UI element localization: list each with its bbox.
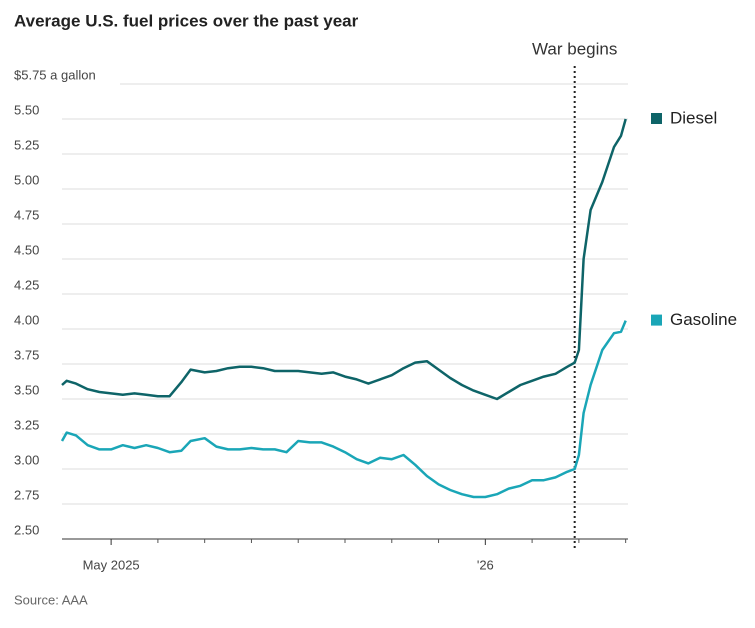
legend-swatch (651, 113, 662, 124)
y-tick-label: 4.50 (14, 242, 39, 257)
y-tick-label: 4.25 (14, 277, 39, 292)
y-tick-label: 3.50 (14, 382, 39, 397)
legend-label: Diesel (670, 108, 717, 127)
series-line (61, 118, 627, 401)
y-tick-label: 2.75 (14, 487, 39, 502)
legend-swatch (651, 314, 662, 326)
y-tick-label: 5.50 (14, 102, 39, 117)
chart-title: Average U.S. fuel prices over the past y… (14, 11, 359, 30)
source: Source: AAA (14, 592, 88, 607)
y-tick-label: 5.00 (14, 172, 39, 187)
series-line (60, 320, 627, 499)
x-tick-label: May 2025 (83, 557, 140, 572)
y-tick-label: 3.00 (14, 452, 39, 467)
y-tick-label: 3.75 (14, 347, 39, 362)
y-tick-label: $5.75 a gallon (14, 67, 96, 82)
y-tick-label: 3.25 (14, 417, 39, 432)
y-tick-label: 2.50 (14, 522, 39, 537)
x-tick-label: '26 (477, 557, 494, 572)
y-tick-label: 5.25 (14, 137, 39, 152)
annotation-label: War begins (532, 39, 617, 58)
legend-label: Gasoline (670, 310, 737, 329)
y-tick-label: 4.00 (14, 312, 39, 327)
y-tick-label: 4.75 (14, 207, 39, 222)
